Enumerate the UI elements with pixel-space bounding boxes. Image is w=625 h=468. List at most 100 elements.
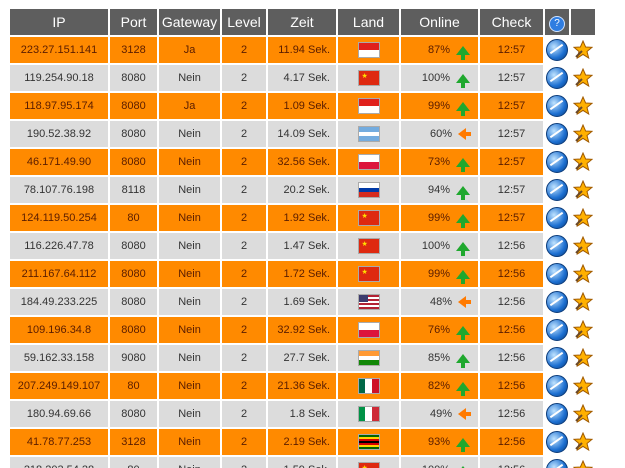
check-proxy-cell[interactable] xyxy=(545,429,569,455)
check-proxy-cell[interactable] xyxy=(545,289,569,315)
check-proxy-cell[interactable] xyxy=(545,401,569,427)
rate-proxy-cell[interactable] xyxy=(571,289,595,315)
table-row[interactable]: 207.249.149.107 80 Nein 2 21.36 Sek. 82%… xyxy=(10,373,595,399)
globe-icon[interactable] xyxy=(546,95,568,117)
rate-proxy-cell[interactable] xyxy=(571,205,595,231)
globe-icon[interactable] xyxy=(546,459,568,468)
globe-icon[interactable] xyxy=(546,207,568,229)
column-header-ip[interactable]: IP xyxy=(10,9,108,35)
check-proxy-cell[interactable] xyxy=(545,177,569,203)
table-row[interactable]: 118.97.95.174 8080 Ja 2 1.09 Sek. 99% 12… xyxy=(10,93,595,119)
ip-cell[interactable]: 190.52.38.92 xyxy=(10,121,108,147)
table-row[interactable]: 190.52.38.92 8080 Nein 2 14.09 Sek. 60% … xyxy=(10,121,595,147)
check-proxy-cell[interactable] xyxy=(545,121,569,147)
star-wand-icon[interactable] xyxy=(573,96,593,116)
table-row[interactable]: 223.27.151.141 3128 Ja 2 11.94 Sek. 87% … xyxy=(10,37,595,63)
ip-cell[interactable]: 180.94.69.66 xyxy=(10,401,108,427)
star-wand-icon[interactable] xyxy=(573,348,593,368)
column-header-check[interactable]: Check xyxy=(480,9,543,35)
ip-cell[interactable]: 124.119.50.254 xyxy=(10,205,108,231)
rate-proxy-cell[interactable] xyxy=(571,177,595,203)
table-row[interactable]: 41.78.77.253 3128 Nein 2 2.19 Sek. 93% 1… xyxy=(10,429,595,455)
ip-cell[interactable]: 223.27.151.141 xyxy=(10,37,108,63)
globe-icon[interactable] xyxy=(546,235,568,257)
globe-icon[interactable] xyxy=(546,67,568,89)
ip-cell[interactable]: 109.196.34.8 xyxy=(10,317,108,343)
table-row[interactable]: 78.107.76.198 8118 Nein 2 20.2 Sek. 94% … xyxy=(10,177,595,203)
check-proxy-cell[interactable] xyxy=(545,205,569,231)
table-row[interactable]: 119.254.90.18 8080 Nein 2 4.17 Sek. ★ 10… xyxy=(10,65,595,91)
star-wand-icon[interactable] xyxy=(573,264,593,284)
globe-icon[interactable] xyxy=(546,319,568,341)
globe-icon[interactable] xyxy=(546,263,568,285)
table-row[interactable]: 218.203.54.28 80 Nein 2 1.59 Sek. ★ 100%… xyxy=(10,457,595,468)
table-row[interactable]: 59.162.33.158 9080 Nein 2 27.7 Sek. 85% … xyxy=(10,345,595,371)
globe-icon[interactable] xyxy=(546,123,568,145)
help-icon[interactable]: ? xyxy=(549,15,565,32)
rate-proxy-cell[interactable] xyxy=(571,149,595,175)
star-wand-icon[interactable] xyxy=(573,208,593,228)
star-wand-icon[interactable] xyxy=(573,404,593,424)
star-wand-icon[interactable] xyxy=(573,320,593,340)
column-header-zeit[interactable]: Zeit xyxy=(268,9,336,35)
check-proxy-cell[interactable] xyxy=(545,317,569,343)
rate-proxy-cell[interactable] xyxy=(571,261,595,287)
check-proxy-cell[interactable] xyxy=(545,373,569,399)
column-header-online[interactable]: Online xyxy=(401,9,478,35)
rate-proxy-cell[interactable] xyxy=(571,65,595,91)
column-header-gateway[interactable]: Gateway xyxy=(159,9,220,35)
table-row[interactable]: 109.196.34.8 8080 Nein 2 32.92 Sek. 76% … xyxy=(10,317,595,343)
check-proxy-cell[interactable] xyxy=(545,93,569,119)
rate-proxy-cell[interactable] xyxy=(571,345,595,371)
star-wand-icon[interactable] xyxy=(573,460,593,468)
star-wand-icon[interactable] xyxy=(573,68,593,88)
table-row[interactable]: 116.226.47.78 8080 Nein 2 1.47 Sek. ★ 10… xyxy=(10,233,595,259)
check-proxy-cell[interactable] xyxy=(545,345,569,371)
check-proxy-cell[interactable] xyxy=(545,149,569,175)
globe-icon[interactable] xyxy=(546,431,568,453)
ip-cell[interactable]: 211.167.64.112 xyxy=(10,261,108,287)
help-header[interactable]: ? xyxy=(545,9,569,35)
star-wand-icon[interactable] xyxy=(573,292,593,312)
ip-cell[interactable]: 41.78.77.253 xyxy=(10,429,108,455)
check-proxy-cell[interactable] xyxy=(545,233,569,259)
star-wand-icon[interactable] xyxy=(573,432,593,452)
column-header-port[interactable]: Port xyxy=(110,9,157,35)
star-wand-icon[interactable] xyxy=(573,180,593,200)
column-header-land[interactable]: Land xyxy=(338,9,399,35)
rate-proxy-cell[interactable] xyxy=(571,429,595,455)
check-proxy-cell[interactable] xyxy=(545,457,569,468)
rate-proxy-cell[interactable] xyxy=(571,401,595,427)
globe-icon[interactable] xyxy=(546,403,568,425)
table-row[interactable]: 124.119.50.254 80 Nein 2 1.92 Sek. ★ 99%… xyxy=(10,205,595,231)
table-row[interactable]: 180.94.69.66 8080 Nein 2 1.8 Sek. 49% 12… xyxy=(10,401,595,427)
star-wand-icon[interactable] xyxy=(573,124,593,144)
rate-proxy-cell[interactable] xyxy=(571,457,595,468)
ip-cell[interactable]: 218.203.54.28 xyxy=(10,457,108,468)
globe-icon[interactable] xyxy=(546,291,568,313)
ip-cell[interactable]: 118.97.95.174 xyxy=(10,93,108,119)
star-wand-icon[interactable] xyxy=(573,376,593,396)
check-proxy-cell[interactable] xyxy=(545,37,569,63)
ip-cell[interactable]: 78.107.76.198 xyxy=(10,177,108,203)
globe-icon[interactable] xyxy=(546,179,568,201)
rate-proxy-cell[interactable] xyxy=(571,121,595,147)
star-wand-icon[interactable] xyxy=(573,152,593,172)
star-wand-icon[interactable] xyxy=(573,40,593,60)
ip-cell[interactable]: 116.226.47.78 xyxy=(10,233,108,259)
rate-proxy-cell[interactable] xyxy=(571,233,595,259)
ip-cell[interactable]: 46.171.49.90 xyxy=(10,149,108,175)
ip-cell[interactable]: 207.249.149.107 xyxy=(10,373,108,399)
rate-proxy-cell[interactable] xyxy=(571,373,595,399)
globe-icon[interactable] xyxy=(546,151,568,173)
ip-cell[interactable]: 119.254.90.18 xyxy=(10,65,108,91)
rate-proxy-cell[interactable] xyxy=(571,93,595,119)
table-row[interactable]: 184.49.233.225 8080 Nein 2 1.69 Sek. 48%… xyxy=(10,289,595,315)
star-wand-icon[interactable] xyxy=(573,236,593,256)
rate-proxy-cell[interactable] xyxy=(571,37,595,63)
column-header-level[interactable]: Level xyxy=(222,9,266,35)
table-row[interactable]: 46.171.49.90 8080 Nein 2 32.56 Sek. 73% … xyxy=(10,149,595,175)
check-proxy-cell[interactable] xyxy=(545,261,569,287)
rate-proxy-cell[interactable] xyxy=(571,317,595,343)
table-row[interactable]: 211.167.64.112 8080 Nein 2 1.72 Sek. ★ 9… xyxy=(10,261,595,287)
